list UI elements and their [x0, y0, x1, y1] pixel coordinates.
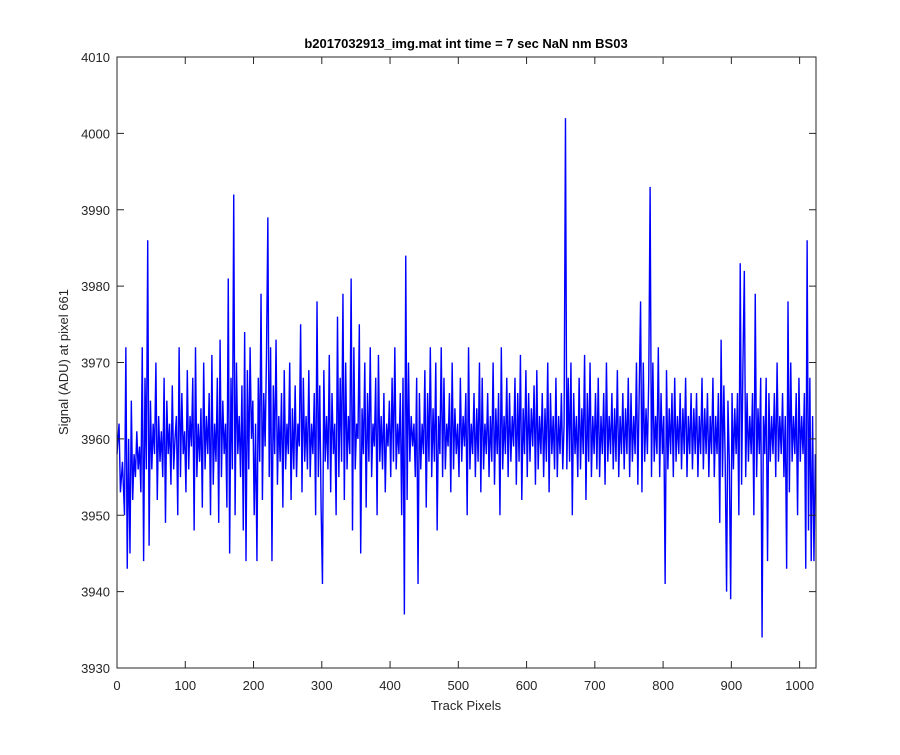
y-tick-label: 3980	[81, 279, 110, 294]
series-layer	[116, 118, 817, 638]
x-tick-label: 1000	[785, 678, 814, 693]
y-tick-label: 3930	[81, 661, 110, 676]
x-tick-label: 800	[652, 678, 674, 693]
x-tick-label: 200	[243, 678, 265, 693]
plot-area	[117, 57, 816, 668]
x-tick-label: 500	[447, 678, 469, 693]
y-tick-label: 3990	[81, 203, 110, 218]
y-axis-title: Signal (ADU) at pixel 661	[56, 289, 71, 435]
y-tick-label: 4000	[81, 126, 110, 141]
x-tick-label: 300	[311, 678, 333, 693]
x-tick-label: 100	[174, 678, 196, 693]
series-line	[116, 118, 817, 638]
x-tick-label: 600	[516, 678, 538, 693]
x-axis-title: Track Pixels	[431, 698, 502, 713]
y-tick-label: 3940	[81, 585, 110, 600]
y-tick-label: 3950	[81, 508, 110, 523]
y-tick-label: 3960	[81, 432, 110, 447]
x-tick-label: 0	[113, 678, 120, 693]
x-tick-label: 900	[721, 678, 743, 693]
chart-title: b2017032913_img.mat int time = 7 sec NaN…	[304, 36, 627, 51]
x-tick-label: 400	[379, 678, 401, 693]
y-tick-label: 3970	[81, 356, 110, 371]
x-tick-label: 700	[584, 678, 606, 693]
y-axis: 3930 3940 3950 3960 3970 3980 3990 4000 4010	[81, 50, 816, 676]
x-axis: 0 100 200 300 400 500 600 700 800 900 1000	[113, 57, 814, 693]
y-tick-label: 4010	[81, 50, 110, 65]
